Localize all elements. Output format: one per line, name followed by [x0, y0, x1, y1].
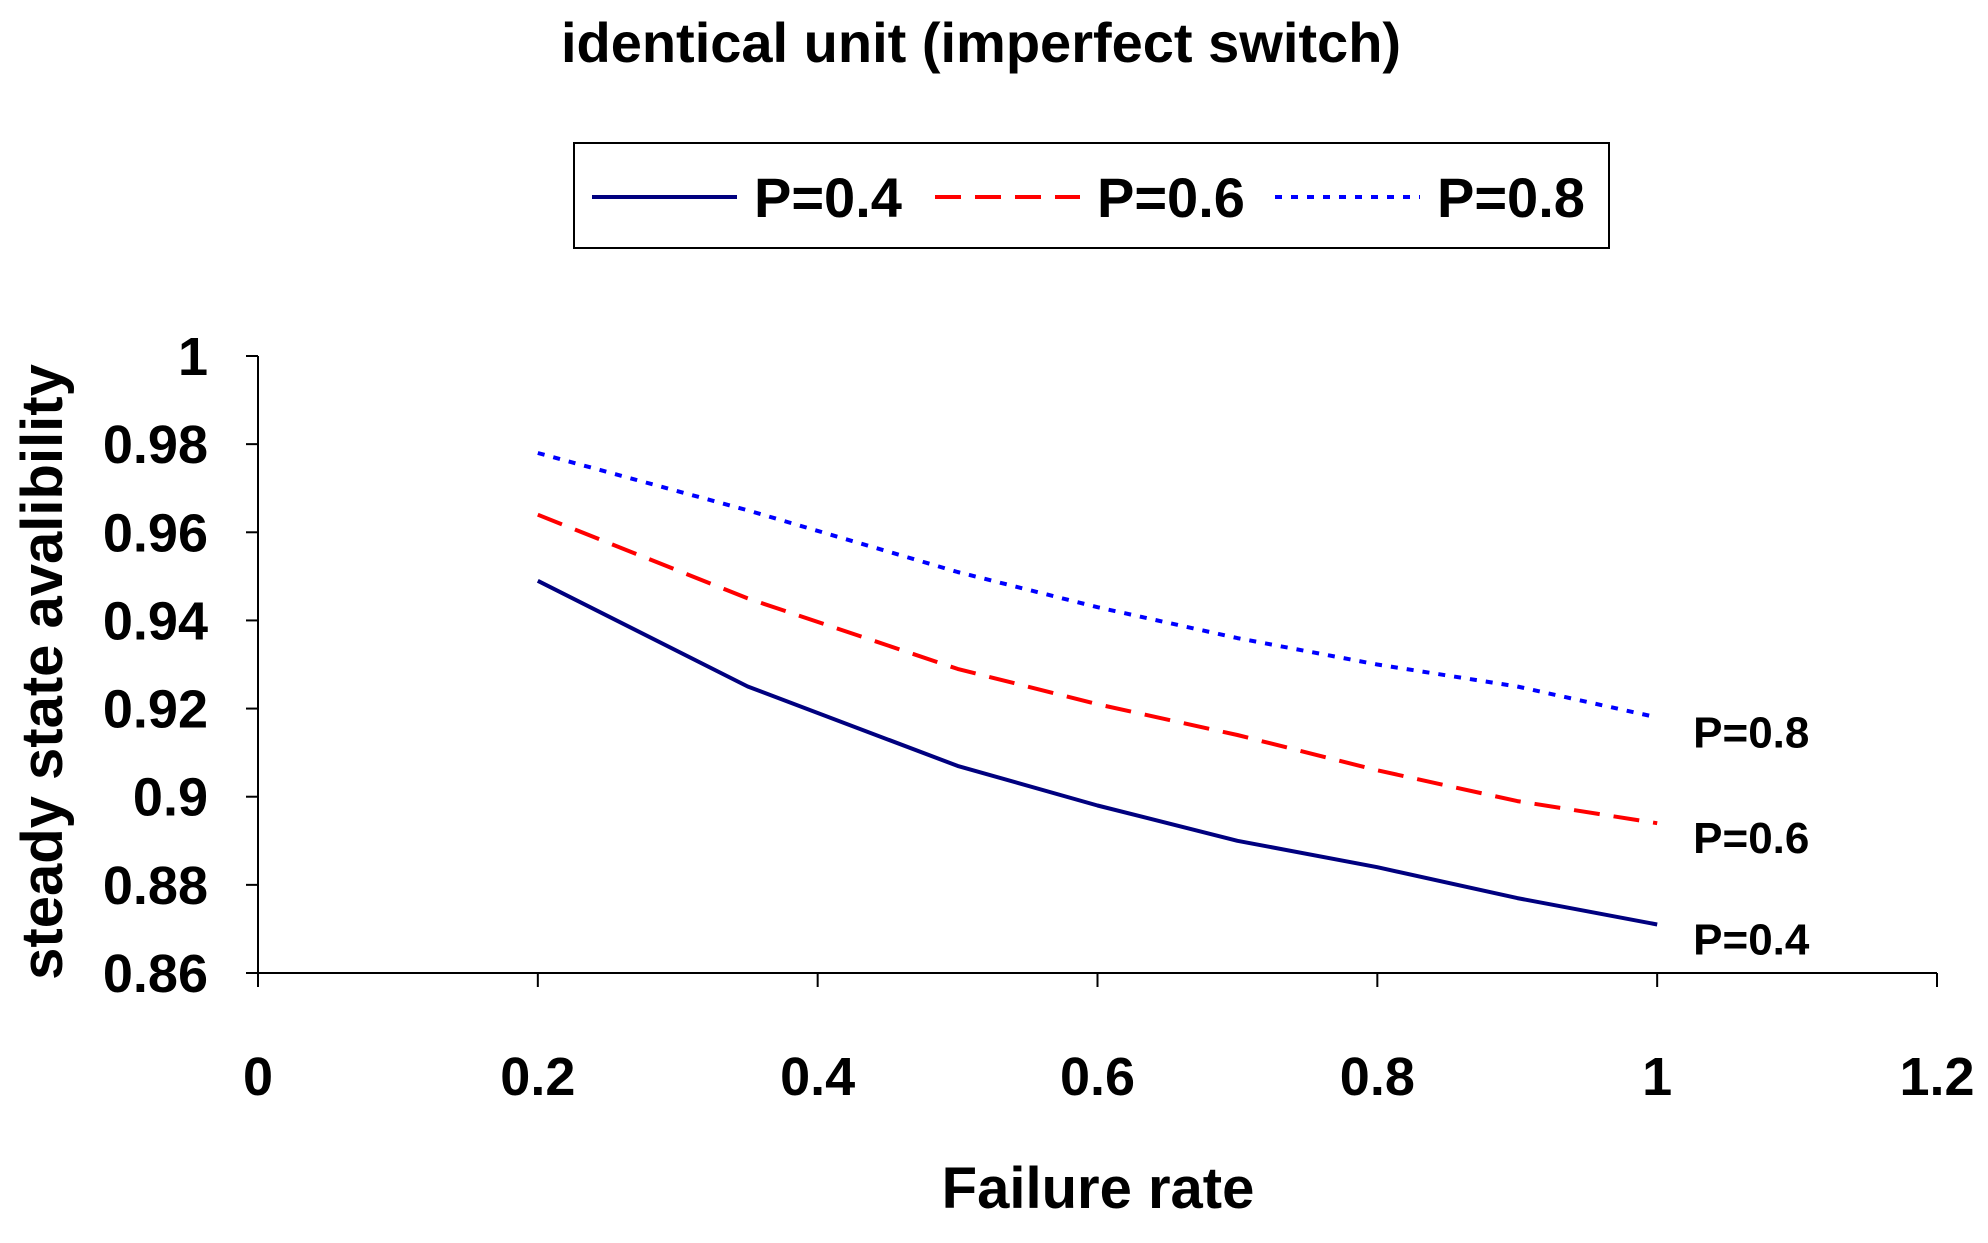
- y-tick-label: 0.92: [103, 680, 208, 740]
- chart-title: identical unit (imperfect switch): [561, 11, 1401, 74]
- legend: P=0.4 P=0.6 P=0.8: [573, 142, 1610, 249]
- legend-label: P=0.8: [1437, 166, 1585, 229]
- y-tick-label: 0.88: [103, 856, 208, 916]
- series-end-label: P=0.4: [1693, 916, 1810, 965]
- y-tick-label: 0.94: [103, 591, 208, 651]
- series-end-label: P=0.8: [1693, 708, 1809, 757]
- y-tick-label: 0.98: [103, 415, 208, 475]
- x-tick-label: 0.8: [1340, 1047, 1415, 1107]
- y-tick-label: 1: [178, 327, 208, 387]
- x-tick-label: 0: [243, 1047, 273, 1107]
- series-line-P=0.4: [536, 579, 1658, 927]
- x-tick-label: 0.4: [780, 1047, 855, 1107]
- legend-label: P=0.6: [1097, 166, 1245, 229]
- x-tick-label: 1.2: [1899, 1047, 1974, 1107]
- x-tick-label: 0.2: [500, 1047, 575, 1107]
- legend-label: P=0.4: [754, 166, 902, 229]
- y-tick-label: 0.96: [103, 503, 208, 563]
- x-tick-label: 1: [1642, 1047, 1672, 1107]
- series-line-P=0.8: [537, 451, 1658, 720]
- y-tick-label: 0.86: [103, 944, 208, 1004]
- y-axis-title: steady state avalibility: [10, 364, 75, 980]
- y-tick-label: 0.9: [133, 768, 208, 828]
- series-end-label: P=0.6: [1693, 814, 1809, 863]
- legend-box: [573, 142, 1610, 249]
- series-line-P=0.6: [537, 512, 1658, 826]
- x-axis-title: Failure rate: [942, 1156, 1255, 1221]
- x-tick-label: 0.6: [1060, 1047, 1135, 1107]
- axes: 0.86 0.88 0.9 0.92 0.94 0.96 0.98 1 0 0.2 0.4 0.6 0…: [103, 327, 1975, 1107]
